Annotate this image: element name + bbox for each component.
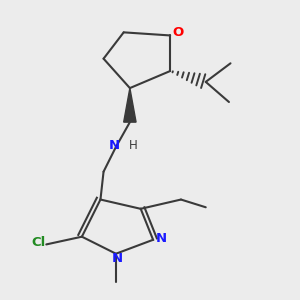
Text: N: N <box>155 232 167 245</box>
Text: N: N <box>112 252 123 265</box>
Polygon shape <box>124 88 136 122</box>
Text: N: N <box>109 139 120 152</box>
Text: H: H <box>129 139 137 152</box>
Text: Cl: Cl <box>32 236 46 249</box>
Text: O: O <box>172 26 184 40</box>
